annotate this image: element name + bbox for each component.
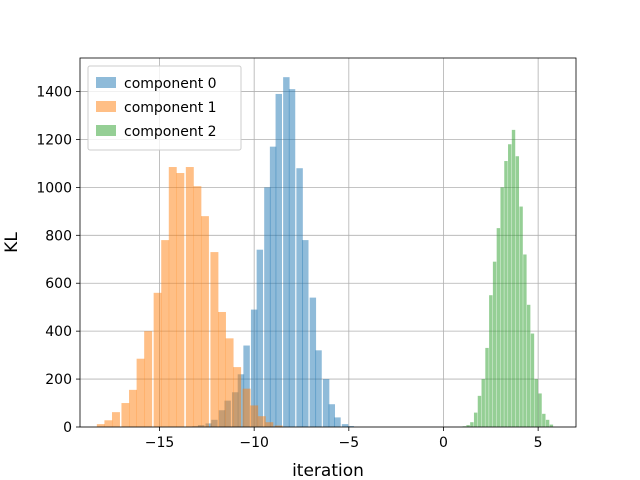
legend-label: component 2 bbox=[124, 124, 217, 140]
x-tick-label: −10 bbox=[239, 435, 269, 451]
histogram-bar bbox=[264, 187, 271, 427]
y-tick-label: 200 bbox=[45, 372, 72, 388]
histogram-bar bbox=[309, 297, 317, 427]
histogram-bar bbox=[504, 161, 508, 427]
legend-swatch bbox=[96, 125, 116, 136]
y-tick-label: 400 bbox=[45, 324, 72, 340]
histogram-bar bbox=[121, 403, 130, 427]
histogram-bar bbox=[256, 249, 264, 427]
histogram-bar bbox=[153, 292, 162, 427]
series-2 bbox=[462, 129, 554, 427]
histogram-bar bbox=[144, 331, 153, 427]
histogram-bar bbox=[218, 311, 226, 427]
y-tick-label: 1000 bbox=[36, 180, 72, 196]
histogram-bar bbox=[96, 424, 105, 427]
legend: component 0 component 1 component 2 bbox=[87, 65, 242, 151]
histogram-bar bbox=[477, 395, 482, 427]
histogram-bar bbox=[257, 416, 266, 427]
histogram-bar bbox=[473, 412, 478, 427]
histogram-bar bbox=[200, 216, 209, 427]
histogram-bar bbox=[296, 168, 303, 428]
histogram-bar bbox=[283, 77, 290, 428]
histogram-bar bbox=[511, 129, 516, 427]
histogram-bar bbox=[530, 333, 535, 427]
histogram-bar bbox=[269, 146, 277, 428]
y-axis-label: KL bbox=[2, 232, 22, 253]
histogram-bar bbox=[334, 417, 341, 427]
x-tick-label: −15 bbox=[145, 435, 175, 451]
histogram-bar bbox=[519, 206, 523, 427]
histogram-bar bbox=[542, 413, 546, 427]
histogram-bar bbox=[549, 424, 554, 427]
histogram-bar bbox=[466, 425, 470, 427]
histogram-bar bbox=[485, 347, 489, 427]
x-tick-label: 0 bbox=[439, 435, 448, 451]
ticks-layer: −15 −10 −5 0 5 0 200 400 600 800 1000 1200 1400 bbox=[36, 85, 542, 451]
legend-label: component 1 bbox=[124, 100, 217, 116]
histogram-bar bbox=[341, 424, 349, 427]
histogram-bar bbox=[523, 254, 527, 427]
histogram-bar bbox=[243, 345, 250, 427]
y-tick-label: 0 bbox=[63, 420, 72, 436]
histogram-bar bbox=[104, 420, 113, 427]
y-tick-label: 1200 bbox=[36, 132, 72, 148]
histogram-bar bbox=[315, 350, 322, 427]
y-tick-label: 1400 bbox=[36, 85, 72, 101]
histogram-bar bbox=[508, 144, 512, 427]
histogram-bar bbox=[193, 186, 202, 427]
histogram-bar bbox=[526, 304, 531, 427]
x-tick-label: −5 bbox=[339, 435, 360, 451]
histogram-bar bbox=[470, 422, 474, 427]
histogram-bar bbox=[265, 422, 274, 427]
histogram-bar bbox=[500, 187, 504, 427]
histogram-bar bbox=[275, 93, 282, 427]
y-tick-label: 600 bbox=[45, 276, 72, 292]
histogram-bar bbox=[242, 388, 251, 427]
histogram-bar bbox=[176, 173, 185, 427]
histogram-bar bbox=[496, 228, 501, 427]
histogram-bar bbox=[302, 240, 309, 427]
histogram-bar bbox=[492, 261, 497, 427]
histogram-bar bbox=[233, 367, 242, 427]
histogram-bar bbox=[347, 426, 354, 427]
histogram-bar bbox=[515, 156, 520, 427]
x-axis-label: iteration bbox=[292, 461, 364, 480]
histogram-bar bbox=[136, 358, 145, 427]
histogram-bar bbox=[489, 295, 493, 427]
histogram-bar bbox=[534, 379, 538, 427]
x-tick-label: 5 bbox=[534, 435, 543, 451]
histogram-bar bbox=[225, 338, 234, 427]
legend-box bbox=[87, 65, 242, 151]
histogram-bar bbox=[250, 405, 259, 427]
histogram-bar bbox=[168, 167, 177, 428]
histogram-bar bbox=[545, 419, 550, 427]
histogram-bar bbox=[161, 240, 170, 427]
y-tick-label: 800 bbox=[45, 228, 72, 244]
histogram-bar bbox=[481, 379, 485, 427]
histogram-bar bbox=[111, 412, 120, 427]
plot-frame bbox=[79, 57, 577, 428]
series-1 bbox=[96, 167, 283, 428]
histogram-bar bbox=[274, 425, 283, 427]
histogram-bar bbox=[328, 404, 336, 427]
histogram-bar bbox=[250, 309, 258, 427]
histogram-bar bbox=[210, 252, 219, 427]
legend-swatch bbox=[96, 77, 116, 88]
histogram-bar bbox=[129, 389, 137, 427]
legend-label: component 0 bbox=[124, 76, 217, 92]
histogram-bar bbox=[288, 89, 296, 427]
histogram-bar bbox=[538, 393, 542, 427]
histogram-bar bbox=[322, 379, 330, 427]
bars-layer bbox=[96, 77, 554, 428]
histogram-bar bbox=[185, 167, 194, 428]
legend-swatch bbox=[96, 101, 116, 112]
